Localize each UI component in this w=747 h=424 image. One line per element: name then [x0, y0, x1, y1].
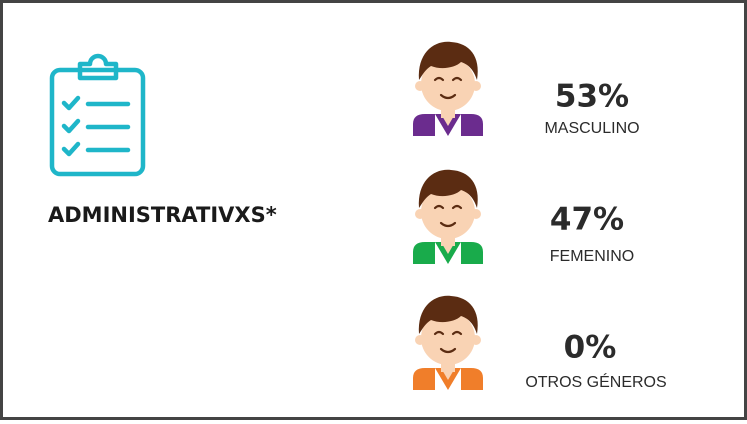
percent: 0%	[564, 330, 617, 366]
gender-label: OTROS GÉNEROS	[525, 372, 666, 391]
title: ADMINISTRATIVXS*	[48, 203, 277, 227]
person-icon	[413, 294, 483, 390]
percent: 53%	[555, 79, 629, 115]
percent: 47%	[550, 202, 624, 238]
gender-label: MASCULINO	[544, 120, 639, 137]
gender-label: FEMENINO	[550, 248, 634, 265]
clipboard-icon	[49, 53, 146, 177]
person-icon	[413, 168, 483, 264]
person-icon	[413, 40, 483, 136]
